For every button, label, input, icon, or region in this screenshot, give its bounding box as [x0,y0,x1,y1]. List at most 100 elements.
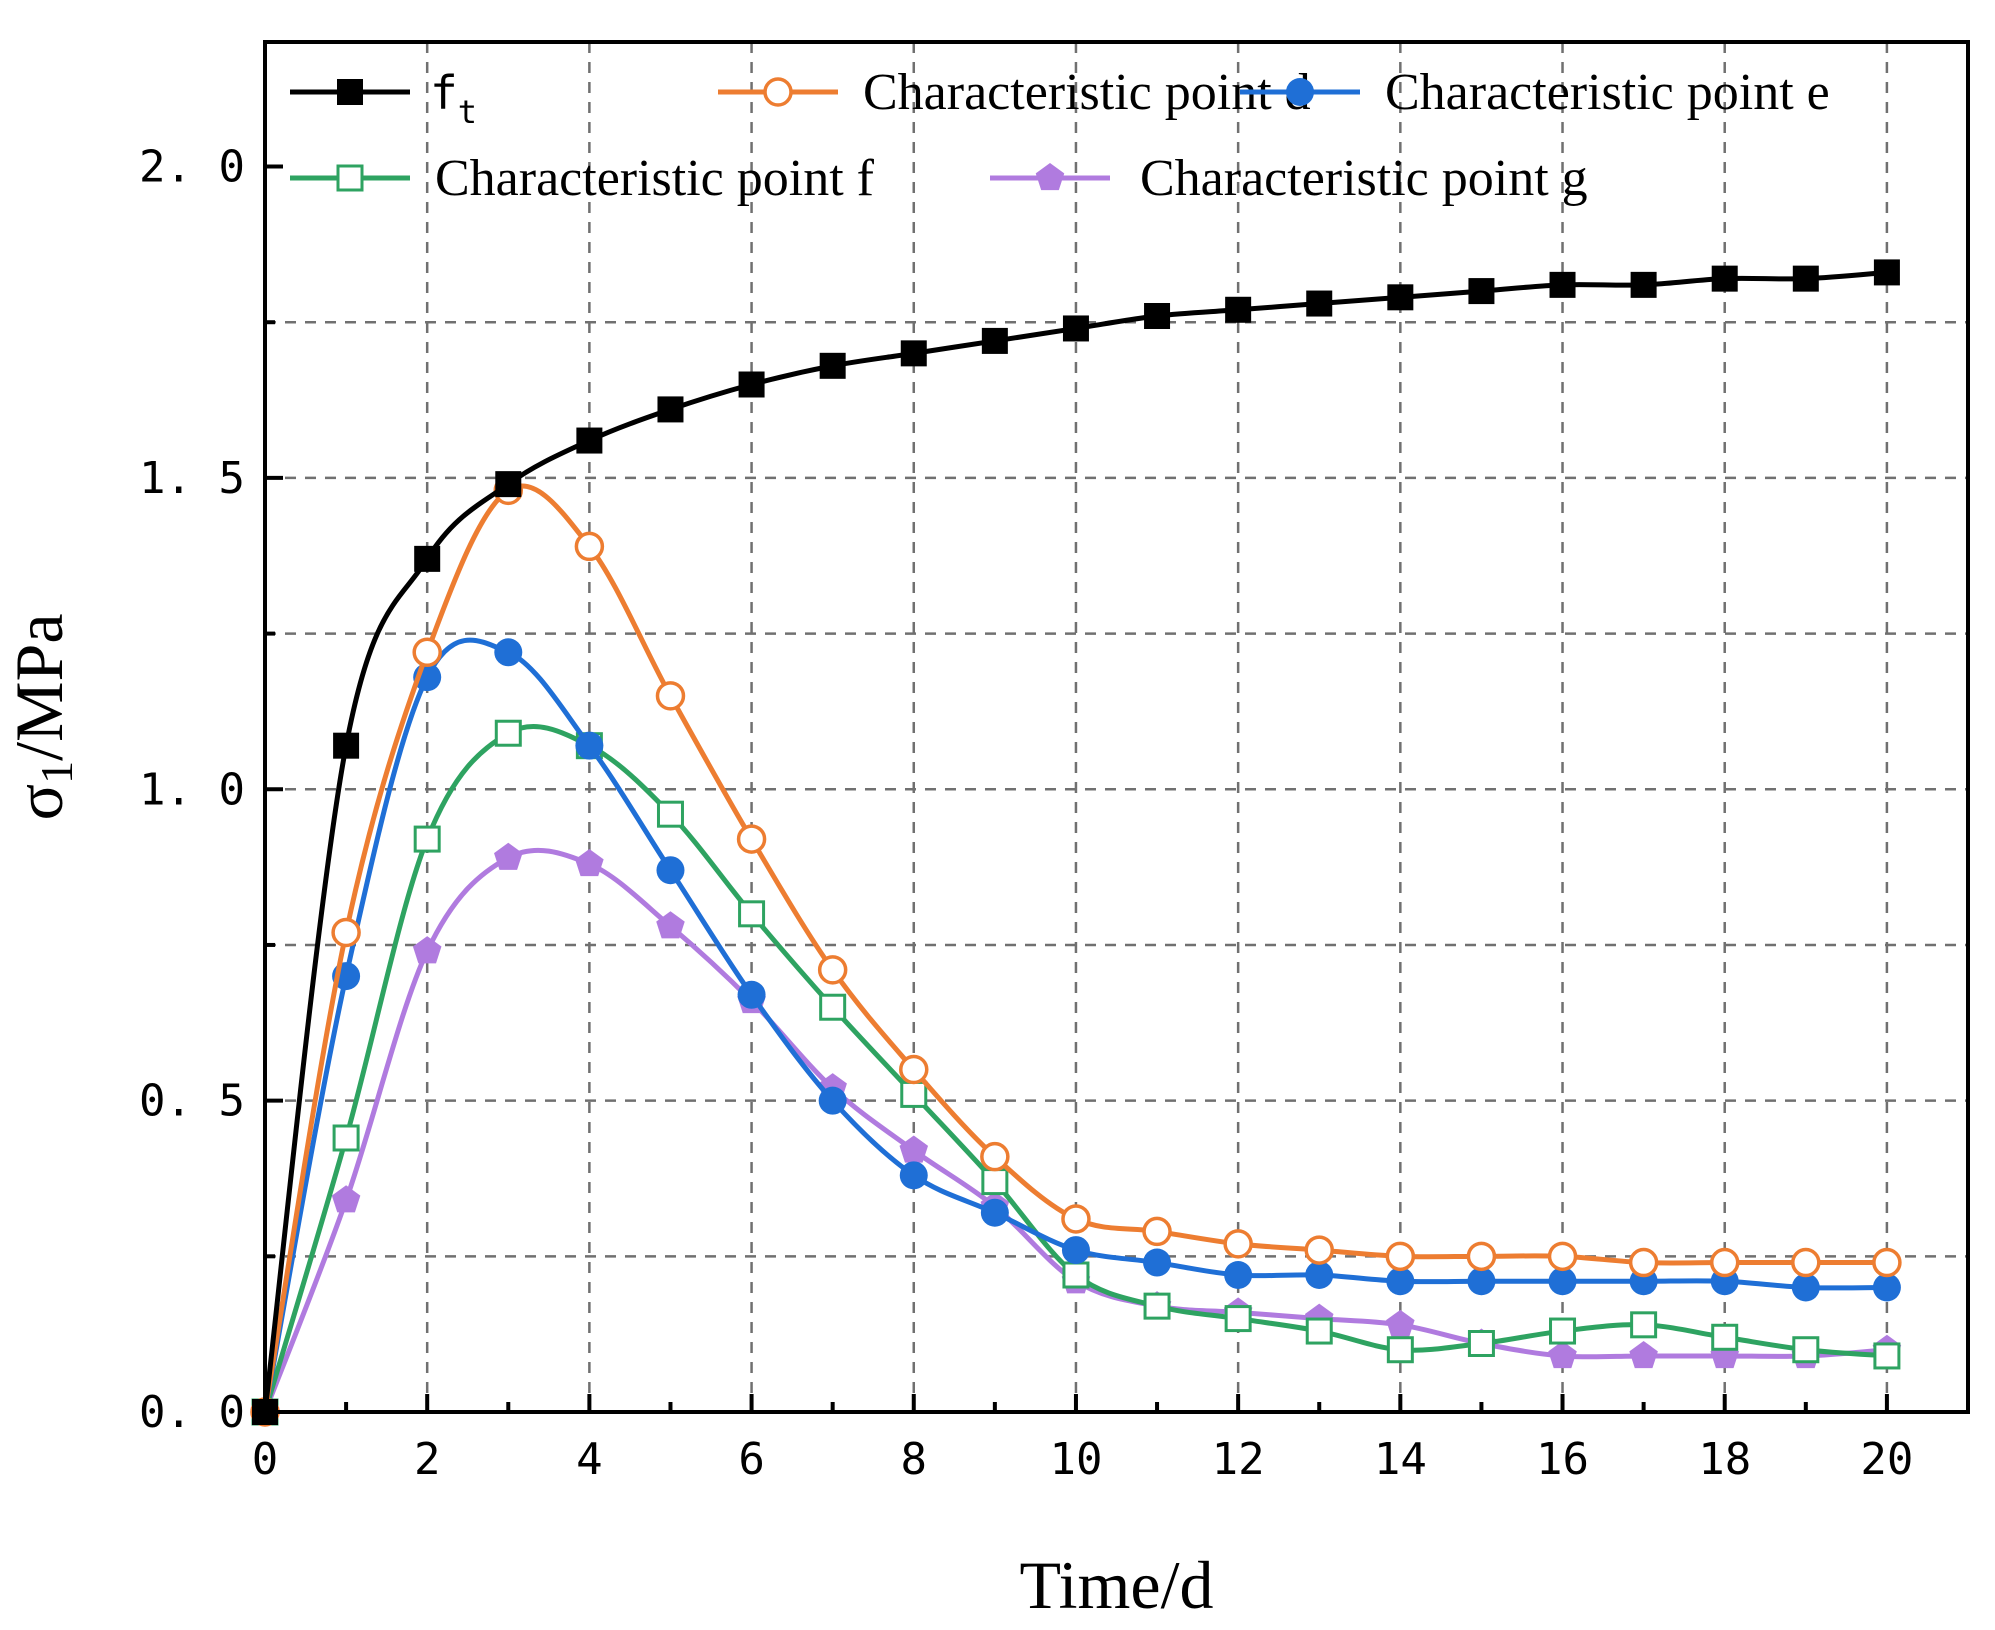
legend-label: Characteristic point d [863,64,1311,121]
legend-label: Characteristic point f [435,150,875,207]
legend-label: Characteristic point g [1140,150,1588,207]
data-point [1549,1317,1577,1345]
data-point [656,911,685,939]
data-point [817,955,848,985]
x-tick-label: 4 [576,1434,603,1485]
x-axis-title: Time/d [1019,1547,1213,1623]
data-point [656,856,685,885]
data-point [1547,1241,1578,1272]
y-tick-label: 1. 0 [139,764,245,815]
legend-marker [763,77,793,107]
legend-entry: Characteristic point d [718,64,1311,121]
legend-label: Characteristic point e [1385,64,1830,121]
data-point [1467,1330,1495,1357]
x-tick-label: 10 [1049,1434,1102,1485]
legend-label-subscript: t [458,93,477,131]
data-point [331,1185,361,1213]
data-point [1061,1236,1090,1265]
data-point [1387,284,1414,311]
data-point [1709,1247,1740,1278]
data-point [575,849,604,877]
y-axis-title: σ1/MPa [1,613,82,820]
data-point [1144,303,1171,329]
x-tick-label: 18 [1698,1434,1751,1485]
x-tick-label: 6 [738,1434,765,1485]
plot-frame [263,40,1970,1414]
data-point [899,1135,929,1163]
data-point [1873,259,1900,286]
x-tick-label: 20 [1860,1434,1913,1485]
data-point [900,340,927,367]
data-point [495,471,522,498]
data-point [737,980,766,1009]
data-point [1873,1342,1901,1370]
data-point [1386,1267,1415,1296]
x-tick-label: 8 [901,1434,928,1485]
data-point [576,427,603,454]
data-point [1872,1273,1901,1302]
data-point [738,371,765,398]
data-point [494,842,523,870]
data-point [1386,1336,1414,1364]
x-tick-label: 0 [252,1434,279,1485]
data-point [1791,1247,1821,1278]
data-point [1791,1273,1820,1302]
data-point [1223,1229,1253,1259]
x-tick-label: 16 [1536,1434,1589,1485]
data-point [1385,1241,1416,1272]
data-point [331,917,361,948]
data-point [1468,278,1495,305]
y-axis-title-symbol: σ [1,784,77,821]
data-point [1225,296,1252,323]
data-point [494,719,522,747]
data-point [1224,1305,1252,1333]
legend-entry: ft [290,66,477,131]
data-point [899,1054,929,1085]
data-point [1548,1267,1577,1296]
data-point [900,1080,928,1108]
legend-entry: Characteristic point e [1240,64,1830,121]
data-point [1872,1247,1902,1278]
data-point [1304,1235,1334,1265]
data-point [332,1124,360,1152]
y-tick-label: 0. 5 [139,1076,245,1127]
data-point [1062,1261,1090,1289]
data-point [1630,271,1657,298]
data-point [1549,271,1576,298]
data-point [899,1161,928,1190]
data-point [1224,1261,1253,1289]
data-point [981,327,1008,354]
data-point [655,681,686,711]
legend-marker [337,79,363,105]
legend-entry: Characteristic point g [990,150,1588,207]
data-point [819,993,847,1021]
series-3 [251,719,1901,1426]
legend: ft Characteristic point d Characteristic p… [290,64,1830,207]
data-point [1467,1267,1496,1296]
x-tick-label: 12 [1212,1434,1265,1485]
legend-marker [1286,78,1314,106]
y-axis-title-subscript: 1 [31,761,82,784]
data-point [1386,1309,1415,1337]
legend-label-main: f [430,66,458,120]
data-point [1711,1323,1739,1351]
y-tick-label: 2. 0 [139,142,245,193]
legend-marker [336,164,364,192]
series-group [250,259,1902,1427]
x-tick-label: 2 [414,1434,441,1485]
grid-lines [265,42,1968,1412]
data-point [819,352,846,379]
data-point [1629,1340,1658,1369]
data-point [1062,315,1089,342]
axis-ticks: 0 2 4 6 8 10 12 14 16 18 20 0. 0 0. 5 1. 0 1. 5 2. 0 [139,142,1970,1485]
data-point [1466,1241,1497,1272]
data-point [494,638,523,667]
data-point [1792,1336,1820,1364]
data-point [1305,1317,1333,1345]
data-point [333,732,360,759]
legend-entry: Characteristic point f [290,150,875,207]
data-point [980,1141,1010,1172]
data-point [981,1168,1009,1196]
